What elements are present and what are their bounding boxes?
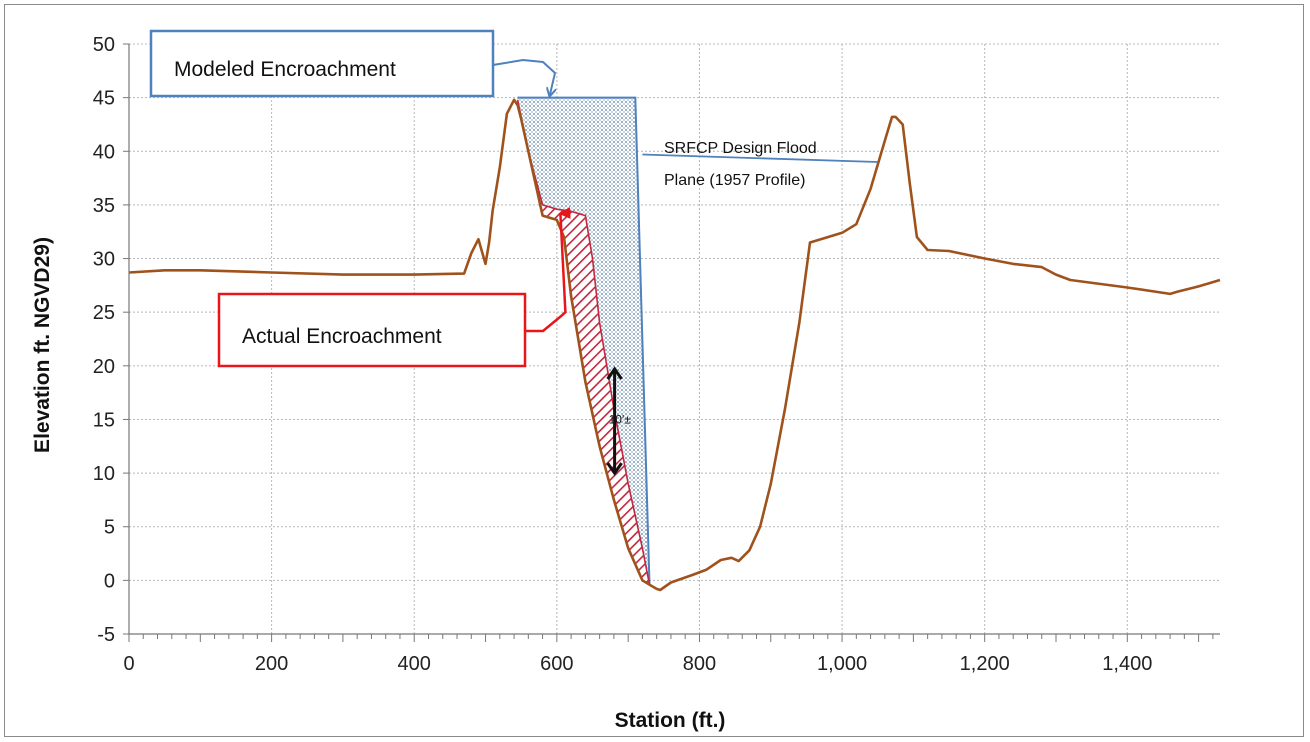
x-tick-label: 600 bbox=[540, 653, 573, 675]
y-tick-label: 15 bbox=[93, 409, 115, 431]
chart-frame: -5 0 5 10 15 20 25 30 35 40 45 50 0 200 400 600 800 1,000… bbox=[4, 4, 1304, 737]
x-tick-label: 400 bbox=[398, 653, 431, 675]
srfcp-label-line2: Plane (1957 Profile) bbox=[664, 172, 805, 189]
actual-encroachment-line bbox=[516, 99, 651, 585]
x-axis-title: Station (ft.) bbox=[615, 709, 726, 732]
actual-encroachment-label: Actual Encroachment bbox=[242, 325, 442, 348]
annotations: Modeled Encroachment Actual Encroachment… bbox=[149, 29, 878, 476]
srfcp-label-line1: SRFCP Design Flood bbox=[664, 140, 817, 157]
dimension-arrowhead-top bbox=[606, 366, 623, 380]
modeled-encroachment-box bbox=[149, 29, 495, 98]
y-tick-label: 5 bbox=[104, 517, 115, 539]
y-tick-label: 45 bbox=[93, 88, 115, 110]
actual-encroachment-hatch bbox=[517, 99, 650, 585]
x-tick-label: 200 bbox=[255, 653, 288, 675]
modeled-encroachment-label: Modeled Encroachment bbox=[174, 58, 396, 81]
y-tick-label: 40 bbox=[93, 141, 115, 163]
x-tick-label: 0 bbox=[123, 653, 134, 675]
actual-encroachment-leader bbox=[525, 207, 571, 333]
x-tick-label: 800 bbox=[683, 653, 716, 675]
y-tick-label: 30 bbox=[93, 249, 115, 271]
y-tick-label: -5 bbox=[97, 624, 115, 646]
tick-labels: -5 0 5 10 15 20 25 30 35 40 45 50 0 200 400 600 800 1,000… bbox=[93, 34, 1153, 675]
ground-profile-line bbox=[128, 98, 1221, 592]
ten-foot-label: 10'± bbox=[609, 413, 632, 427]
y-tick-label: 10 bbox=[93, 463, 115, 485]
axes bbox=[123, 43, 1220, 642]
y-tick-label: 20 bbox=[93, 356, 115, 378]
y-tick-label: 50 bbox=[93, 34, 115, 56]
x-tick-label: 1,200 bbox=[960, 653, 1010, 675]
srfcp-design-flood-line bbox=[642, 153, 878, 163]
y-axis-title: Elevation ft. NGVD29) bbox=[31, 237, 54, 453]
actual-encroachment-box bbox=[217, 292, 527, 368]
y-tick-label: 25 bbox=[93, 302, 115, 324]
encroachment-areas bbox=[517, 97, 650, 585]
y-tick-label: 0 bbox=[104, 570, 115, 592]
y-tick-label: 35 bbox=[93, 195, 115, 217]
elevation-profile-chart: -5 0 5 10 15 20 25 30 35 40 45 50 0 200 400 600 800 1,000… bbox=[31, 29, 1221, 732]
series-lines bbox=[128, 96, 1221, 592]
modeled-encroachment-line bbox=[517, 96, 651, 585]
x-tick-label: 1,400 bbox=[1102, 653, 1152, 675]
modeled-encroachment-leader bbox=[492, 58, 555, 96]
dimension-arrowhead-bottom bbox=[606, 462, 623, 476]
x-tick-label: 1,000 bbox=[817, 653, 867, 675]
